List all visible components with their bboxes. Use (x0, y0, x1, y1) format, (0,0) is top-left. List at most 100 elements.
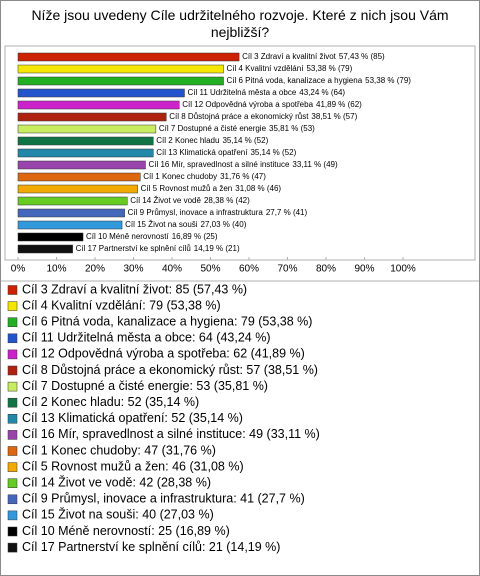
legend-label: Cíl 3 Zdraví a kvalitní život: 85 (57,43… (22, 282, 247, 296)
bar (17, 160, 146, 170)
bar (17, 232, 84, 242)
data-label: 27,7 % (41) (266, 208, 308, 217)
legend-label: Cíl 10 Méně nerovností: 25 (16,89 %) (22, 524, 230, 538)
bar (17, 184, 138, 194)
bar-label: Cíl 16 Mír, spravedlnost a silné institu… (148, 160, 338, 169)
legend-swatch (7, 462, 18, 472)
legend-swatch (7, 317, 18, 327)
bar-category: Cíl 17 Partnerství ke splnění cílů (76, 244, 191, 253)
bar-category: Cíl 11 Udržitelná města a obce (187, 88, 296, 97)
legend-label: Cíl 8 Důstojná práce a ekonomický růst: … (22, 363, 318, 377)
data-label: 16,89 % (25) (172, 232, 218, 241)
bar (17, 136, 154, 146)
legend-label: Cíl 12 Odpovědná výroba a spotřeba: 62 (… (22, 347, 305, 361)
bar (17, 244, 73, 254)
legend-label: Cíl 9 Průmysl, inovace a infrastruktura:… (22, 492, 305, 506)
bar-label: Cíl 2 Konec hladu 35,14 % (52) (156, 136, 268, 145)
x-tick-label: 10% (46, 264, 66, 275)
legend-swatch (7, 397, 18, 408)
bar (17, 112, 167, 122)
bar-label: Cíl 12 Odpovědná výroba a spotřeba 41,89 … (182, 100, 362, 109)
bar (17, 220, 123, 230)
bar-label: Cíl 11 Udržitelná města a obce 43,24 % (6… (187, 88, 345, 97)
plot-frame (4, 45, 476, 261)
bar-category: Cíl 9 Průmysl, inovace a infrastruktura (128, 208, 264, 217)
x-tick-label: 40% (162, 264, 182, 275)
bar (17, 124, 157, 134)
x-tick-label: 70% (277, 264, 297, 275)
x-tick-label: 50% (200, 264, 220, 275)
x-tick-label: 90% (354, 264, 374, 275)
data-label: 38,51 % (57) (311, 112, 357, 121)
legend-swatch (7, 381, 18, 392)
bar-label: Cíl 7 Dostupné a čisté energie 35,81 % (5… (159, 124, 315, 133)
bar-label: Cíl 8 Důstojná práce a ekonomický růst 38… (169, 112, 357, 121)
legend-label: Cíl 4 Kvalitní vzdělání: 79 (53,38 %) (22, 298, 221, 312)
bar-category: Cíl 3 Zdraví a kvalitní život (242, 52, 337, 61)
x-tick-label: 30% (123, 264, 143, 275)
legend-swatch (7, 478, 18, 488)
legend-swatch (7, 365, 18, 376)
data-label: 41,89 % (62) (316, 100, 362, 109)
bar-category: Cíl 16 Mír, spravedlnost a silné institu… (148, 160, 290, 169)
data-label: 53,38 % (79) (306, 64, 352, 73)
data-label: 57,43 % (85) (339, 52, 385, 61)
bar-label: Cíl 14 Život ve vodě 28,38 % (42) (130, 196, 250, 205)
bar-category: Cíl 15 Život na souši (125, 220, 198, 229)
data-label: 35,14 % (52) (250, 148, 296, 157)
bar-category: Cíl 6 Pitná voda, kanalizace a hygiena (227, 76, 363, 85)
legend-label: Cíl 11 Udržitelná města a obce: 64 (43,2… (22, 331, 271, 345)
legend-swatch (7, 542, 18, 553)
bar-category: Cíl 5 Rovnost mužů a žen (141, 184, 233, 193)
bar-label: Cíl 1 Konec chudoby 31,76 % (47) (143, 172, 266, 181)
legend-label: Cíl 1 Konec chudoby: 47 (31,76 %) (22, 443, 216, 457)
bar-label: Cíl 3 Zdraví a kvalitní život 57,43 % (85… (242, 52, 385, 61)
legend-label: Cíl 16 Mír, spravedlnost a silné institu… (22, 427, 320, 441)
legend-swatch (7, 301, 18, 311)
legend-label: Cíl 2 Konec hladu: 52 (35,14 %) (22, 395, 199, 409)
data-label: 33,11 % (49) (292, 160, 338, 169)
bar-category: Cíl 4 Kvalitní vzdělání (227, 64, 305, 73)
x-tick-label: 0% (11, 264, 26, 275)
legend-swatch (7, 333, 18, 344)
bar-label: Cíl 5 Rovnost mužů a žen 31,08 % (46) (141, 184, 282, 193)
bar-label: Cíl 17 Partnerství ke splnění cílů 14,19 … (76, 244, 240, 253)
legend-label: Cíl 15 Život na souši: 40 (27,03 %) (22, 507, 214, 522)
bar-category: Cíl 7 Dostupné a čisté energie (159, 124, 267, 133)
bar-label: Cíl 6 Pitná voda, kanalizace a hygiena 53… (227, 76, 412, 85)
legend-swatch (7, 414, 18, 424)
bar-category: Cíl 13 Klimatická opatření (156, 148, 248, 157)
legend-label: Cíl 13 Klimatická opatření: 52 (35,14 %) (22, 411, 243, 425)
bar (17, 76, 224, 86)
data-label: 31,76 % (47) (220, 172, 266, 181)
legend-swatch (7, 510, 18, 521)
bar-category: Cíl 8 Důstojná práce a ekonomický růst (169, 112, 309, 121)
legend-label: Cíl 7 Dostupné a čisté energie: 53 (35,8… (22, 379, 268, 393)
x-tick-label: 100% (390, 264, 416, 275)
data-label: 27,03 % (40) (201, 220, 247, 229)
bar (17, 52, 240, 62)
bar-label: Cíl 4 Kvalitní vzdělání 53,38 % (79) (227, 64, 353, 73)
bar-label: Cíl 13 Klimatická opatření 35,14 % (52) (156, 148, 296, 157)
legend-label: Cíl 17 Partnerství ke splnění cílů: 21 (… (22, 540, 280, 554)
bar-category: Cíl 14 Život ve vodě (130, 196, 201, 205)
bar (17, 64, 224, 74)
data-label: 35,81 % (53) (269, 124, 315, 133)
chart-title: Níže jsou uvedeny Cíle udržitelného rozv… (31, 7, 449, 40)
bar-category: Cíl 1 Konec chudoby (143, 172, 217, 181)
bar-label: Cíl 15 Život na souši 27,03 % (40) (125, 220, 247, 229)
legend-label: Cíl 14 Život ve vodě: 42 (28,38 %) (22, 474, 211, 489)
bar (17, 208, 125, 218)
bar (17, 148, 154, 158)
legend-swatch (7, 494, 18, 505)
legend-swatch (7, 285, 18, 295)
legend-swatch (7, 349, 18, 360)
bar (17, 172, 141, 182)
bar-category: Cíl 10 Méně nerovností (86, 232, 169, 241)
legend-swatch (7, 446, 18, 456)
data-label: 35,14 % (52) (222, 136, 268, 145)
bar-label: Cíl 9 Průmysl, inovace a infrastruktura 2… (128, 208, 308, 217)
bar (17, 100, 180, 110)
